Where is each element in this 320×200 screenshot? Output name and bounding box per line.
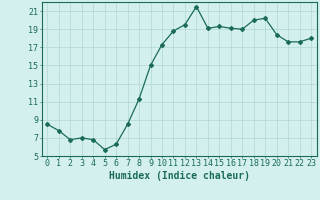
X-axis label: Humidex (Indice chaleur): Humidex (Indice chaleur) [109,171,250,181]
